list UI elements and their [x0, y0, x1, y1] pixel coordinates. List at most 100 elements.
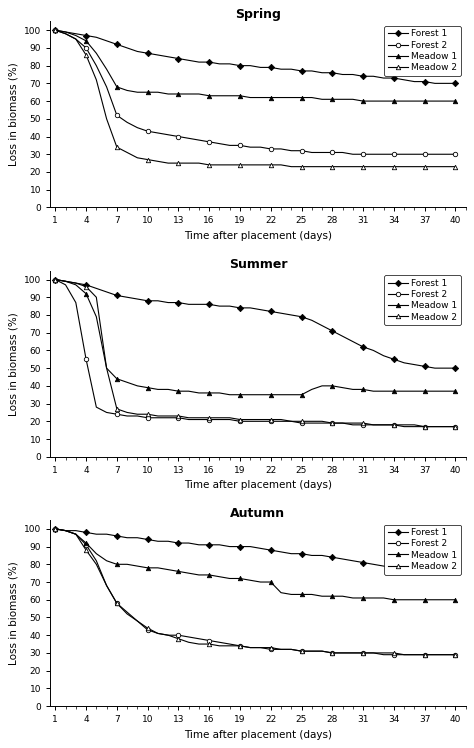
- Forest 2: [196, 634, 202, 643]
- Meadow 2: [371, 162, 376, 171]
- Meadow 2: [360, 162, 366, 171]
- Forest 1: [114, 40, 120, 49]
- Forest 2: [104, 82, 109, 91]
- Forest 2: [145, 126, 150, 135]
- Forest 1: [422, 77, 428, 86]
- Forest 1: [175, 54, 181, 63]
- Forest 1: [53, 275, 58, 284]
- Forest 1: [165, 298, 171, 307]
- Forest 2: [350, 150, 356, 159]
- Forest 1: [73, 278, 79, 287]
- Meadow 2: [371, 649, 376, 657]
- Meadow 1: [340, 95, 346, 104]
- Meadow 2: [237, 160, 243, 169]
- Meadow 2: [401, 420, 407, 429]
- Meadow 2: [350, 419, 356, 428]
- Meadow 1: [360, 385, 366, 394]
- Forest 1: [237, 542, 243, 551]
- Forest 2: [258, 417, 264, 426]
- Meadow 1: [73, 280, 79, 289]
- Meadow 1: [165, 385, 171, 394]
- Forest 1: [196, 300, 202, 309]
- Meadow 1: [155, 385, 161, 394]
- Meadow 2: [401, 650, 407, 659]
- Meadow 2: [227, 414, 233, 423]
- Forest 2: [329, 419, 335, 428]
- Meadow 2: [73, 34, 79, 43]
- Forest 2: [453, 650, 458, 659]
- Forest 2: [391, 650, 397, 659]
- Meadow 2: [268, 415, 273, 424]
- Forest 2: [247, 643, 253, 652]
- Forest 1: [411, 77, 417, 86]
- Forest 1: [83, 31, 89, 40]
- Forest 1: [319, 551, 325, 560]
- Forest 1: [288, 549, 294, 558]
- Forest 2: [175, 631, 181, 640]
- Forest 1: [360, 558, 366, 567]
- Meadow 2: [124, 607, 130, 616]
- Forest 1: [237, 304, 243, 313]
- Forest 2: [319, 647, 325, 656]
- Meadow 2: [237, 641, 243, 650]
- Line: Meadow 1: Meadow 1: [53, 278, 457, 397]
- Meadow 2: [227, 160, 233, 169]
- Forest 1: [227, 59, 233, 68]
- Forest 2: [371, 150, 376, 159]
- Forest 2: [299, 647, 304, 656]
- Line: Meadow 2: Meadow 2: [53, 28, 457, 169]
- Meadow 2: [453, 422, 458, 431]
- Forest 1: [206, 300, 212, 309]
- Meadow 2: [442, 422, 448, 431]
- Meadow 2: [411, 650, 417, 659]
- Forest 2: [124, 411, 130, 420]
- Forest 1: [381, 352, 386, 361]
- Meadow 1: [186, 387, 191, 396]
- Meadow 2: [268, 160, 273, 169]
- Forest 2: [278, 417, 284, 426]
- Meadow 1: [247, 93, 253, 102]
- Forest 1: [442, 79, 448, 88]
- Forest 1: [165, 52, 171, 61]
- Forest 2: [309, 419, 315, 428]
- Meadow 1: [299, 590, 304, 599]
- Meadow 1: [319, 592, 325, 601]
- Forest 1: [442, 364, 448, 373]
- Forest 1: [124, 292, 130, 301]
- Meadow 1: [258, 577, 264, 586]
- Meadow 2: [258, 643, 264, 652]
- Meadow 1: [53, 25, 58, 34]
- Meadow 1: [63, 28, 68, 37]
- Forest 1: [145, 49, 150, 58]
- Forest 2: [422, 650, 428, 659]
- Meadow 2: [371, 420, 376, 429]
- Meadow 2: [411, 162, 417, 171]
- Forest 1: [288, 64, 294, 73]
- Meadow 1: [391, 96, 397, 105]
- Meadow 1: [135, 88, 140, 96]
- Meadow 1: [442, 387, 448, 396]
- Forest 1: [104, 37, 109, 46]
- Meadow 2: [155, 411, 161, 420]
- Forest 2: [391, 150, 397, 159]
- Meadow 2: [340, 419, 346, 428]
- Forest 2: [329, 649, 335, 657]
- Legend: Forest 1, Forest 2, Meadow 1, Meadow 2: Forest 1, Forest 2, Meadow 1, Meadow 2: [384, 26, 461, 76]
- Forest 2: [53, 275, 58, 284]
- Meadow 2: [401, 162, 407, 171]
- Meadow 2: [124, 408, 130, 417]
- Forest 1: [135, 295, 140, 304]
- Forest 1: [165, 537, 171, 546]
- Forest 2: [299, 419, 304, 428]
- Meadow 1: [288, 590, 294, 599]
- Forest 1: [258, 63, 264, 72]
- Meadow 1: [371, 593, 376, 602]
- X-axis label: Time after placement (days): Time after placement (days): [184, 729, 332, 740]
- Forest 1: [258, 305, 264, 314]
- Forest 2: [340, 148, 346, 157]
- Forest 1: [135, 533, 140, 542]
- Forest 1: [329, 553, 335, 562]
- Line: Forest 1: Forest 1: [53, 278, 457, 370]
- Meadow 1: [411, 387, 417, 396]
- Meadow 1: [145, 383, 150, 392]
